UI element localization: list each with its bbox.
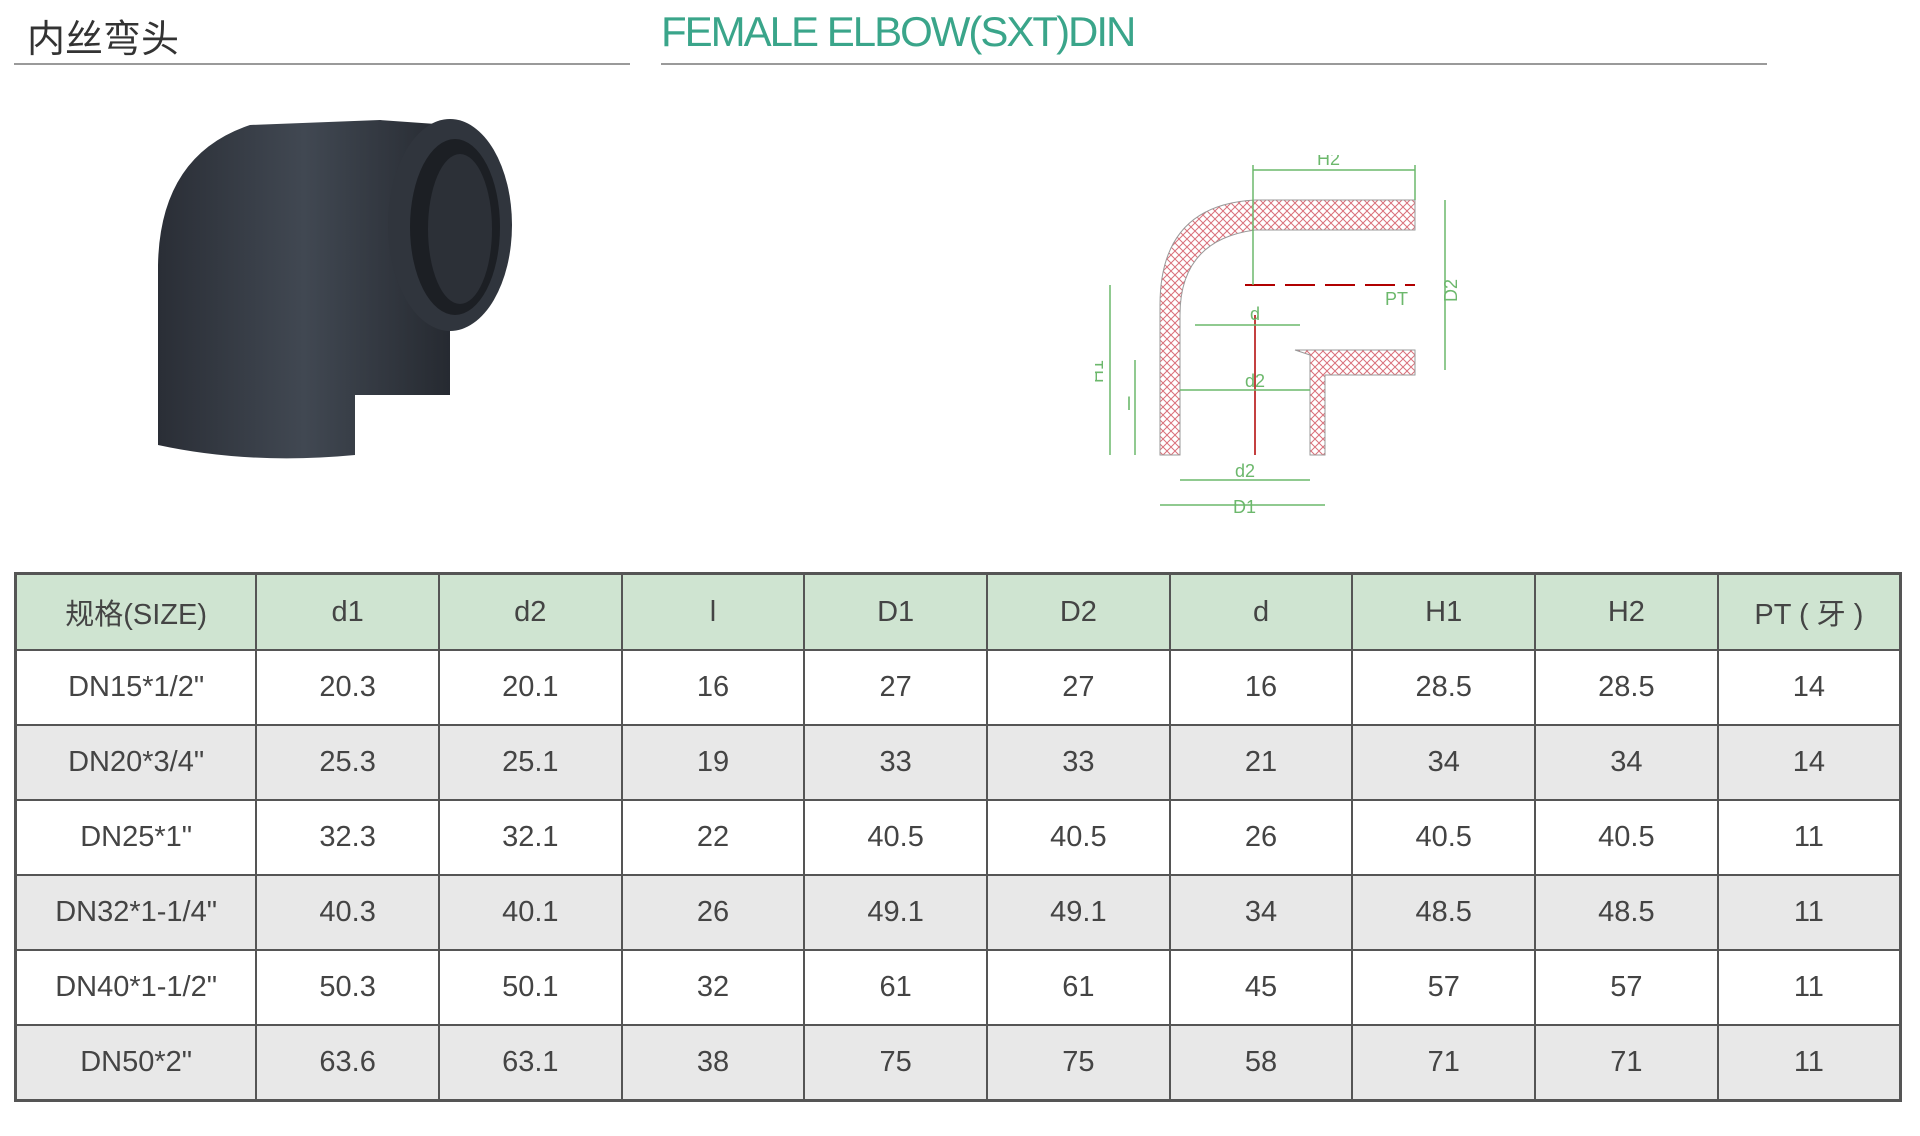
table-header-row: 规格(SIZE) d1 d2 l D1 D2 d H1 H2 PT ( 牙 ) xyxy=(14,572,1902,651)
table-cell: 16 xyxy=(620,649,806,726)
table-cell: 33 xyxy=(803,724,988,801)
table-cell: DN40*1-1/2" xyxy=(14,949,258,1026)
column-header: D2 xyxy=(986,572,1171,651)
table-cell: 21 xyxy=(1168,724,1354,801)
label-d2-bottom: d2 xyxy=(1235,461,1255,481)
table-cell: 26 xyxy=(620,874,806,951)
table-cell: 32.1 xyxy=(437,799,623,876)
table-cell: DN15*1/2" xyxy=(14,649,258,726)
table-cell: 22 xyxy=(620,799,806,876)
table-cell: 40.5 xyxy=(1351,799,1537,876)
table-row: DN50*2" 63.6 63.1 38 75 75 58 71 71 11 xyxy=(14,1024,1902,1102)
label-d2-outer: D2 xyxy=(1441,279,1461,302)
table-cell: 48.5 xyxy=(1534,874,1719,951)
table-cell: 11 xyxy=(1716,949,1902,1026)
table-cell: 14 xyxy=(1716,724,1902,801)
table-cell: 38 xyxy=(620,1024,806,1102)
table-cell: 27 xyxy=(803,649,988,726)
label-pt: PT xyxy=(1385,289,1408,309)
table-cell: 45 xyxy=(1168,949,1354,1026)
table-cell: 34 xyxy=(1351,724,1537,801)
table-cell: 34 xyxy=(1168,874,1354,951)
table-cell: 40.1 xyxy=(437,874,623,951)
column-header: l xyxy=(620,572,806,651)
column-header: D1 xyxy=(803,572,988,651)
column-header: H2 xyxy=(1534,572,1719,651)
table-cell: 11 xyxy=(1716,799,1902,876)
label-d1: D1 xyxy=(1233,497,1256,517)
table-cell: 34 xyxy=(1534,724,1719,801)
table-cell: 49.1 xyxy=(803,874,988,951)
column-header: H1 xyxy=(1351,572,1537,651)
label-l: l xyxy=(1127,394,1131,414)
technical-drawing: H2 D2 PT d d2 H1 l d2 D1 xyxy=(1095,155,1461,517)
table-cell: 50.1 xyxy=(437,949,623,1026)
table-cell: 71 xyxy=(1351,1024,1537,1102)
title-english: FEMALE ELBOW(SXT)DIN xyxy=(661,8,1136,55)
column-header: 规格(SIZE) xyxy=(14,572,258,651)
table-cell: 40.5 xyxy=(803,799,988,876)
table-cell: 25.1 xyxy=(437,724,623,801)
label-h1: H1 xyxy=(1095,360,1107,383)
table-cell: 63.1 xyxy=(437,1024,623,1102)
table-cell: DN20*3/4" xyxy=(14,724,258,801)
table-cell: 40.3 xyxy=(255,874,440,951)
table-cell: 32 xyxy=(620,949,806,1026)
spec-table: 规格(SIZE) d1 d2 l D1 D2 d H1 H2 PT ( 牙 ) DN15*1/2"… xyxy=(14,572,1902,1102)
table-cell: 58 xyxy=(1168,1024,1354,1102)
table-row: DN32*1-1/4" 40.3 40.1 26 49.1 49.1 34 48.5 48.5 1… xyxy=(14,874,1902,951)
table-row: DN15*1/2" 20.3 20.1 16 27 27 16 28.5 28.5 14 xyxy=(14,649,1902,726)
table-cell: 19 xyxy=(620,724,806,801)
table-row: DN25*1" 32.3 32.1 22 40.5 40.5 26 40.5 40.5 11 xyxy=(14,799,1902,876)
table-row: DN20*3/4" 25.3 25.1 19 33 33 21 34 34 14 xyxy=(14,724,1902,801)
table-cell: 33 xyxy=(986,724,1171,801)
table-cell: 63.6 xyxy=(255,1024,440,1102)
table-cell: 11 xyxy=(1716,1024,1902,1102)
label-d: d xyxy=(1250,304,1260,324)
label-h2: H2 xyxy=(1317,155,1340,169)
table-cell: 40.5 xyxy=(1534,799,1719,876)
column-header: d xyxy=(1168,572,1354,651)
column-header: d2 xyxy=(437,572,623,651)
table-cell: DN25*1" xyxy=(14,799,258,876)
column-header: PT ( 牙 ) xyxy=(1716,572,1902,651)
title-chinese: 内丝弯头 xyxy=(27,17,180,61)
table-cell: 16 xyxy=(1168,649,1354,726)
title-divider-left xyxy=(14,63,630,65)
table-cell: 48.5 xyxy=(1351,874,1537,951)
table-cell: 11 xyxy=(1716,874,1902,951)
table-cell: 61 xyxy=(803,949,988,1026)
table-row: DN40*1-1/2" 50.3 50.1 32 61 61 45 57 57 11 xyxy=(14,949,1902,1026)
table-cell: 40.5 xyxy=(986,799,1171,876)
product-photo-elbow xyxy=(158,119,512,459)
table-cell: 28.5 xyxy=(1534,649,1719,726)
table-cell: 20.3 xyxy=(255,649,440,726)
table-cell: 25.3 xyxy=(255,724,440,801)
label-d2-inner: d2 xyxy=(1245,371,1265,391)
table-cell: 50.3 xyxy=(255,949,440,1026)
table-cell: 14 xyxy=(1716,649,1902,726)
table-cell: 26 xyxy=(1168,799,1354,876)
table-cell: 20.1 xyxy=(437,649,623,726)
table-cell: 27 xyxy=(986,649,1171,726)
table-cell: 57 xyxy=(1351,949,1537,1026)
table-cell: 57 xyxy=(1534,949,1719,1026)
table-cell: 71 xyxy=(1534,1024,1719,1102)
table-cell: DN32*1-1/4" xyxy=(14,874,258,951)
table-cell: 49.1 xyxy=(986,874,1171,951)
table-cell: 75 xyxy=(803,1024,988,1102)
table-cell: 32.3 xyxy=(255,799,440,876)
table-cell: 28.5 xyxy=(1351,649,1537,726)
column-header: d1 xyxy=(255,572,440,651)
table-cell: 75 xyxy=(986,1024,1171,1102)
table-cell: 61 xyxy=(986,949,1171,1026)
title-divider-right xyxy=(661,63,1767,65)
table-cell: DN50*2" xyxy=(14,1024,258,1102)
